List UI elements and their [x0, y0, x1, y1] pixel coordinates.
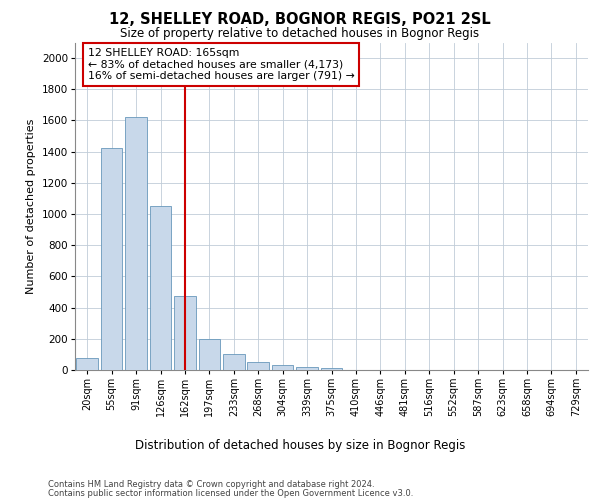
Bar — [321, 368, 342, 370]
Bar — [296, 367, 318, 370]
Y-axis label: Number of detached properties: Number of detached properties — [26, 118, 36, 294]
Bar — [223, 354, 245, 370]
Bar — [174, 296, 196, 370]
Bar — [150, 206, 171, 370]
Bar — [76, 358, 98, 370]
Text: 12 SHELLEY ROAD: 165sqm
← 83% of detached houses are smaller (4,173)
16% of semi: 12 SHELLEY ROAD: 165sqm ← 83% of detache… — [88, 48, 355, 81]
Text: Contains public sector information licensed under the Open Government Licence v3: Contains public sector information licen… — [48, 490, 413, 498]
Bar — [272, 366, 293, 370]
Bar — [247, 362, 269, 370]
Bar — [199, 339, 220, 370]
Text: Contains HM Land Registry data © Crown copyright and database right 2024.: Contains HM Land Registry data © Crown c… — [48, 480, 374, 489]
Text: Distribution of detached houses by size in Bognor Regis: Distribution of detached houses by size … — [135, 440, 465, 452]
Bar — [125, 116, 147, 370]
Bar — [101, 148, 122, 370]
Text: 12, SHELLEY ROAD, BOGNOR REGIS, PO21 2SL: 12, SHELLEY ROAD, BOGNOR REGIS, PO21 2SL — [109, 12, 491, 26]
Text: Size of property relative to detached houses in Bognor Regis: Size of property relative to detached ho… — [121, 28, 479, 40]
